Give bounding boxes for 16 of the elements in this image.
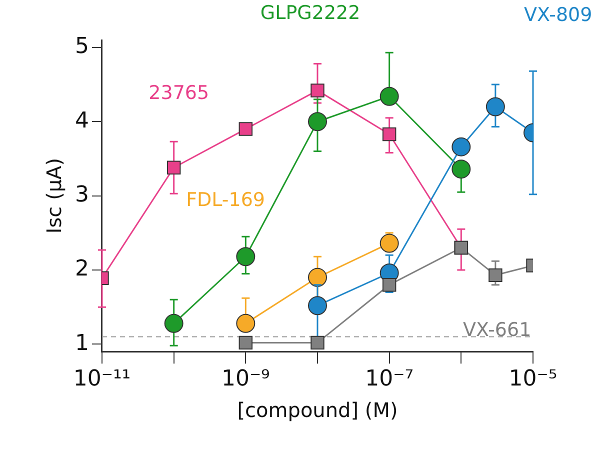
text: VX-661 bbox=[462, 318, 532, 341]
x-tick-label: 10⁻⁹ bbox=[221, 366, 270, 392]
y-tick-label: 1 bbox=[74, 330, 89, 356]
y-tick-label: 3 bbox=[74, 182, 89, 208]
x-axis-title: [compound] (M) bbox=[237, 398, 398, 422]
series-label: 23765 bbox=[148, 82, 210, 104]
y-tick-label: 2 bbox=[74, 256, 89, 282]
text: GLPG2222 bbox=[260, 2, 360, 24]
y-axis-title: Isc (μA) bbox=[42, 158, 66, 234]
text: FDL-169 bbox=[186, 188, 266, 211]
text: VX-809 bbox=[524, 4, 592, 26]
y-tick-label: 4 bbox=[74, 108, 89, 134]
x-tick-label: 10⁻⁵ bbox=[508, 366, 558, 392]
x-tick-label: 10⁻¹¹ bbox=[73, 366, 131, 392]
y-tick-label: 5 bbox=[74, 34, 89, 60]
x-tick-label: 10⁻⁷ bbox=[365, 366, 414, 392]
